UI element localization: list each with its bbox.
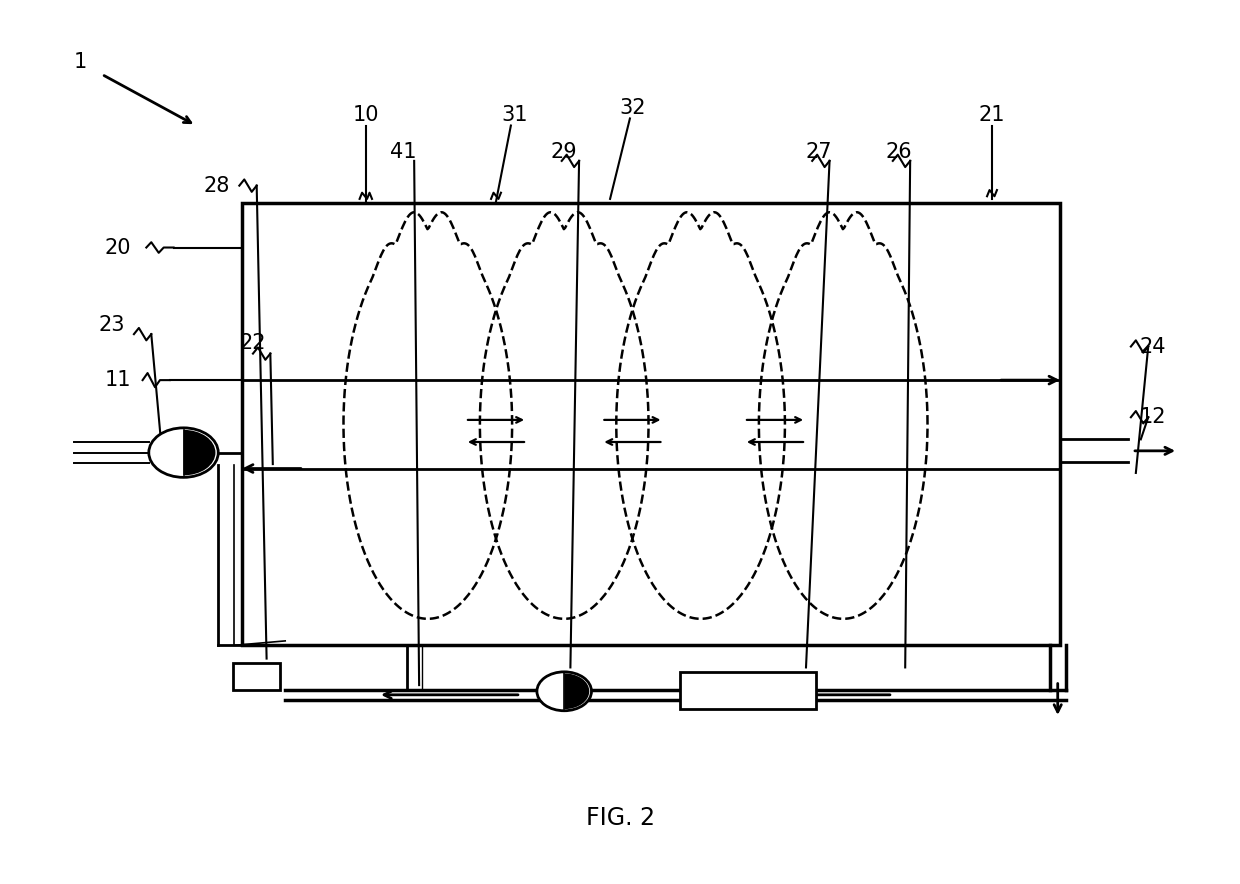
Text: 10: 10 <box>352 105 379 125</box>
Text: 27: 27 <box>805 142 832 162</box>
Wedge shape <box>564 674 589 709</box>
Text: 1: 1 <box>74 52 87 72</box>
Text: FIG. 2: FIG. 2 <box>585 805 655 830</box>
Text: 28: 28 <box>203 176 231 195</box>
Bar <box>233 663 280 690</box>
Text: 23: 23 <box>98 316 125 335</box>
Text: 24: 24 <box>1140 337 1167 356</box>
Text: 26: 26 <box>885 142 913 162</box>
Text: 41: 41 <box>389 142 417 162</box>
Text: 11: 11 <box>104 370 131 390</box>
Wedge shape <box>184 430 216 476</box>
Bar <box>680 672 816 709</box>
Bar <box>242 203 1060 645</box>
Text: 29: 29 <box>551 142 578 162</box>
Text: 21: 21 <box>978 105 1006 125</box>
Circle shape <box>149 428 218 477</box>
Circle shape <box>537 672 591 711</box>
Text: 31: 31 <box>501 105 528 125</box>
Text: 20: 20 <box>104 238 131 257</box>
Text: 32: 32 <box>619 98 646 118</box>
Text: 22: 22 <box>239 333 267 353</box>
Text: 12: 12 <box>1140 408 1167 427</box>
